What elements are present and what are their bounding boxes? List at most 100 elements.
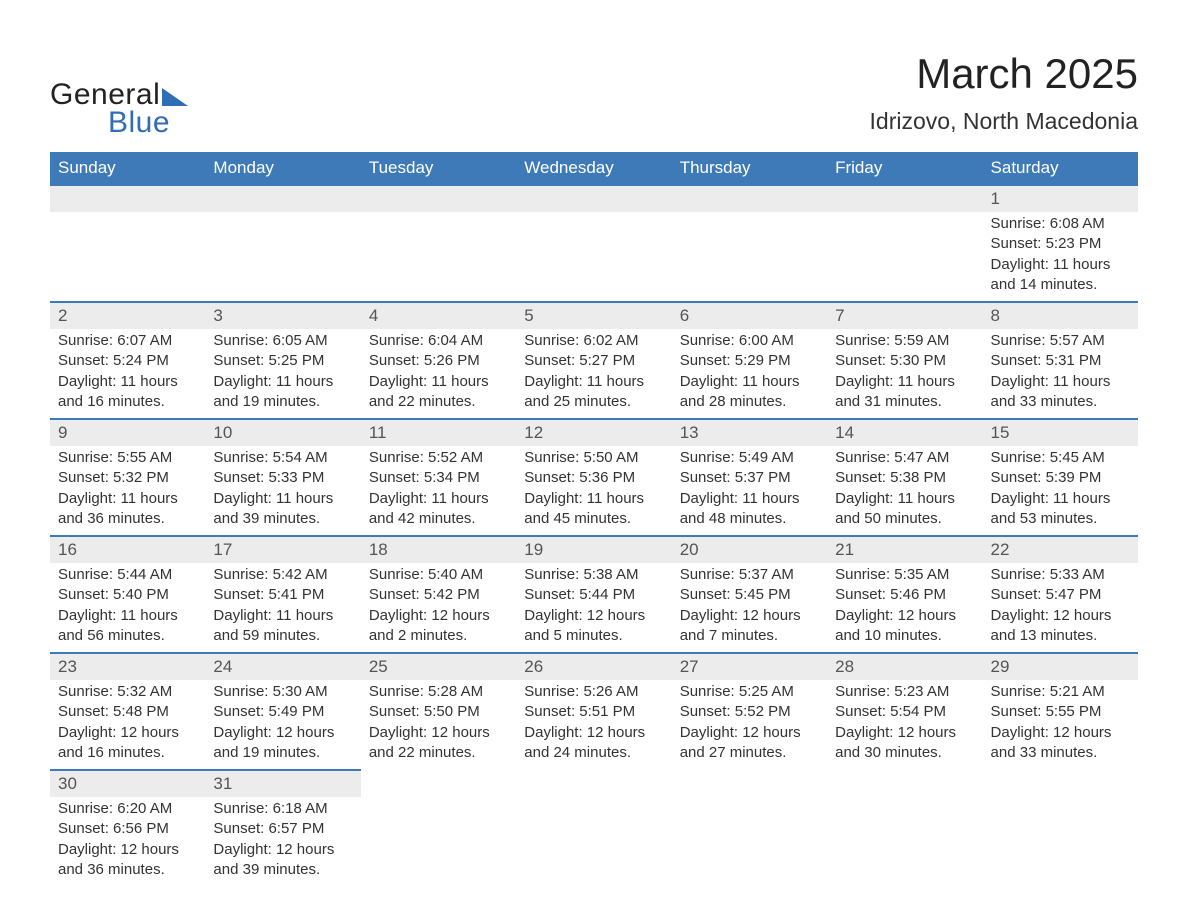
daylight-line: Daylight: 11 hours and 48 minutes. bbox=[680, 489, 819, 530]
sunset-line: Sunset: 5:44 PM bbox=[524, 585, 663, 605]
calendar-cell bbox=[672, 185, 827, 302]
month-title: March 2025 bbox=[870, 50, 1138, 98]
day-number: 25 bbox=[361, 654, 516, 680]
sunset-line: Sunset: 5:36 PM bbox=[524, 468, 663, 488]
calendar-cell: 4Sunrise: 6:04 AMSunset: 5:26 PMDaylight… bbox=[361, 302, 516, 419]
calendar-cell: 22Sunrise: 5:33 AMSunset: 5:47 PMDayligh… bbox=[983, 536, 1138, 653]
calendar-cell: 6Sunrise: 6:00 AMSunset: 5:29 PMDaylight… bbox=[672, 302, 827, 419]
sunrise-line: Sunrise: 5:21 AM bbox=[991, 682, 1130, 702]
day-data: Sunrise: 5:45 AMSunset: 5:39 PMDaylight:… bbox=[983, 446, 1138, 535]
weekday-header: Saturday bbox=[983, 152, 1138, 185]
daylight-line: Daylight: 11 hours and 25 minutes. bbox=[524, 372, 663, 413]
sunrise-line: Sunrise: 5:40 AM bbox=[369, 565, 508, 585]
sunset-line: Sunset: 5:54 PM bbox=[835, 702, 974, 722]
day-data: Sunrise: 5:54 AMSunset: 5:33 PMDaylight:… bbox=[205, 446, 360, 535]
sunrise-line: Sunrise: 6:02 AM bbox=[524, 331, 663, 351]
sunrise-line: Sunrise: 5:59 AM bbox=[835, 331, 974, 351]
logo-triangle-icon bbox=[162, 88, 188, 106]
daylight-line: Daylight: 11 hours and 36 minutes. bbox=[58, 489, 197, 530]
sunset-line: Sunset: 5:42 PM bbox=[369, 585, 508, 605]
day-number: 27 bbox=[672, 654, 827, 680]
day-data bbox=[516, 212, 671, 284]
day-number: 23 bbox=[50, 654, 205, 680]
sunrise-line: Sunrise: 5:26 AM bbox=[524, 682, 663, 702]
day-data bbox=[50, 212, 205, 284]
day-data: Sunrise: 6:20 AMSunset: 6:56 PMDaylight:… bbox=[50, 797, 205, 886]
calendar-cell: 8Sunrise: 5:57 AMSunset: 5:31 PMDaylight… bbox=[983, 302, 1138, 419]
day-number: 30 bbox=[50, 771, 205, 797]
daylight-line: Daylight: 12 hours and 16 minutes. bbox=[58, 723, 197, 764]
sunset-line: Sunset: 5:34 PM bbox=[369, 468, 508, 488]
day-data: Sunrise: 5:42 AMSunset: 5:41 PMDaylight:… bbox=[205, 563, 360, 652]
day-data: Sunrise: 5:38 AMSunset: 5:44 PMDaylight:… bbox=[516, 563, 671, 652]
daylight-line: Daylight: 11 hours and 19 minutes. bbox=[213, 372, 352, 413]
day-number: 10 bbox=[205, 420, 360, 446]
sunrise-line: Sunrise: 6:04 AM bbox=[369, 331, 508, 351]
sunset-line: Sunset: 5:39 PM bbox=[991, 468, 1130, 488]
sunset-line: Sunset: 5:52 PM bbox=[680, 702, 819, 722]
day-number: 20 bbox=[672, 537, 827, 563]
day-number bbox=[672, 186, 827, 212]
day-number: 18 bbox=[361, 537, 516, 563]
day-data: Sunrise: 5:37 AMSunset: 5:45 PMDaylight:… bbox=[672, 563, 827, 652]
day-data: Sunrise: 5:55 AMSunset: 5:32 PMDaylight:… bbox=[50, 446, 205, 535]
day-data: Sunrise: 5:59 AMSunset: 5:30 PMDaylight:… bbox=[827, 329, 982, 418]
daylight-line: Daylight: 12 hours and 13 minutes. bbox=[991, 606, 1130, 647]
calendar-cell: 21Sunrise: 5:35 AMSunset: 5:46 PMDayligh… bbox=[827, 536, 982, 653]
calendar-week-row: 9Sunrise: 5:55 AMSunset: 5:32 PMDaylight… bbox=[50, 419, 1138, 536]
calendar-week-row: 2Sunrise: 6:07 AMSunset: 5:24 PMDaylight… bbox=[50, 302, 1138, 419]
daylight-line: Daylight: 11 hours and 14 minutes. bbox=[991, 255, 1130, 296]
calendar-cell: 25Sunrise: 5:28 AMSunset: 5:50 PMDayligh… bbox=[361, 653, 516, 770]
day-data: Sunrise: 5:44 AMSunset: 5:40 PMDaylight:… bbox=[50, 563, 205, 652]
day-data: Sunrise: 6:04 AMSunset: 5:26 PMDaylight:… bbox=[361, 329, 516, 418]
sunrise-line: Sunrise: 5:45 AM bbox=[991, 448, 1130, 468]
day-data: Sunrise: 5:35 AMSunset: 5:46 PMDaylight:… bbox=[827, 563, 982, 652]
sunset-line: Sunset: 5:47 PM bbox=[991, 585, 1130, 605]
daylight-line: Daylight: 12 hours and 24 minutes. bbox=[524, 723, 663, 764]
day-number: 22 bbox=[983, 537, 1138, 563]
daylight-line: Daylight: 12 hours and 27 minutes. bbox=[680, 723, 819, 764]
weekday-header-row: SundayMondayTuesdayWednesdayThursdayFrid… bbox=[50, 152, 1138, 185]
weekday-header: Sunday bbox=[50, 152, 205, 185]
calendar-cell bbox=[827, 185, 982, 302]
day-data bbox=[672, 212, 827, 284]
calendar-cell bbox=[672, 770, 827, 886]
sunrise-line: Sunrise: 6:08 AM bbox=[991, 214, 1130, 234]
calendar-cell: 29Sunrise: 5:21 AMSunset: 5:55 PMDayligh… bbox=[983, 653, 1138, 770]
sunrise-line: Sunrise: 5:49 AM bbox=[680, 448, 819, 468]
day-data: Sunrise: 5:50 AMSunset: 5:36 PMDaylight:… bbox=[516, 446, 671, 535]
sunset-line: Sunset: 5:27 PM bbox=[524, 351, 663, 371]
sunset-line: Sunset: 5:46 PM bbox=[835, 585, 974, 605]
calendar-cell: 5Sunrise: 6:02 AMSunset: 5:27 PMDaylight… bbox=[516, 302, 671, 419]
sunset-line: Sunset: 5:55 PM bbox=[991, 702, 1130, 722]
sunrise-line: Sunrise: 5:30 AM bbox=[213, 682, 352, 702]
daylight-line: Daylight: 11 hours and 50 minutes. bbox=[835, 489, 974, 530]
sunset-line: Sunset: 5:32 PM bbox=[58, 468, 197, 488]
day-data: Sunrise: 5:57 AMSunset: 5:31 PMDaylight:… bbox=[983, 329, 1138, 418]
day-data: Sunrise: 6:18 AMSunset: 6:57 PMDaylight:… bbox=[205, 797, 360, 886]
day-number: 28 bbox=[827, 654, 982, 680]
sunset-line: Sunset: 5:51 PM bbox=[524, 702, 663, 722]
calendar-week-row: 16Sunrise: 5:44 AMSunset: 5:40 PMDayligh… bbox=[50, 536, 1138, 653]
sunset-line: Sunset: 5:38 PM bbox=[835, 468, 974, 488]
sunrise-line: Sunrise: 6:20 AM bbox=[58, 799, 197, 819]
calendar-cell: 9Sunrise: 5:55 AMSunset: 5:32 PMDaylight… bbox=[50, 419, 205, 536]
daylight-line: Daylight: 12 hours and 10 minutes. bbox=[835, 606, 974, 647]
day-data: Sunrise: 5:40 AMSunset: 5:42 PMDaylight:… bbox=[361, 563, 516, 652]
day-number: 11 bbox=[361, 420, 516, 446]
sunset-line: Sunset: 5:29 PM bbox=[680, 351, 819, 371]
calendar-cell: 11Sunrise: 5:52 AMSunset: 5:34 PMDayligh… bbox=[361, 419, 516, 536]
day-data: Sunrise: 5:28 AMSunset: 5:50 PMDaylight:… bbox=[361, 680, 516, 769]
calendar-cell: 31Sunrise: 6:18 AMSunset: 6:57 PMDayligh… bbox=[205, 770, 360, 886]
logo-text-blue: Blue bbox=[108, 106, 170, 140]
calendar-cell: 10Sunrise: 5:54 AMSunset: 5:33 PMDayligh… bbox=[205, 419, 360, 536]
day-number: 14 bbox=[827, 420, 982, 446]
day-data: Sunrise: 5:52 AMSunset: 5:34 PMDaylight:… bbox=[361, 446, 516, 535]
sunset-line: Sunset: 5:49 PM bbox=[213, 702, 352, 722]
calendar-cell bbox=[983, 770, 1138, 886]
calendar-cell: 3Sunrise: 6:05 AMSunset: 5:25 PMDaylight… bbox=[205, 302, 360, 419]
location: Idrizovo, North Macedonia bbox=[870, 108, 1138, 135]
sunset-line: Sunset: 6:56 PM bbox=[58, 819, 197, 839]
calendar-cell bbox=[516, 770, 671, 886]
calendar-cell bbox=[827, 770, 982, 886]
